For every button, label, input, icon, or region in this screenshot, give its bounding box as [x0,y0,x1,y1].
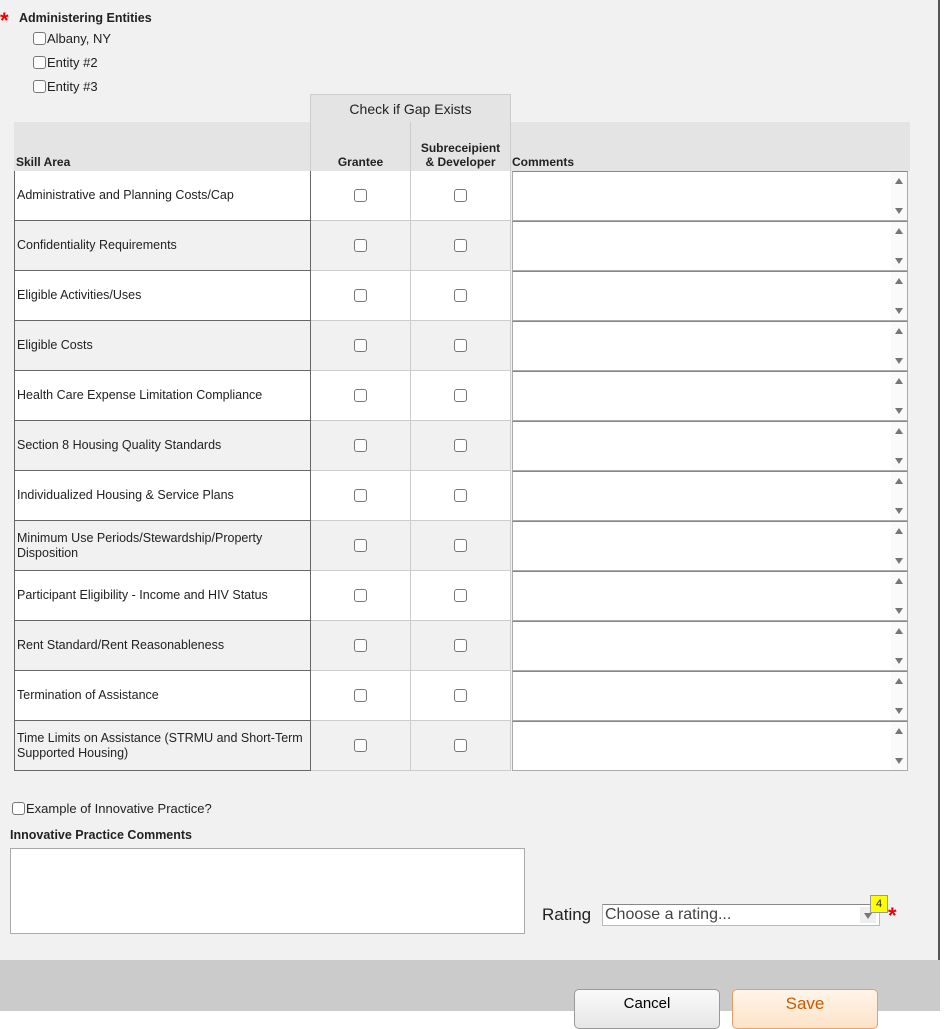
skill-area-cell: Individualized Housing & Service Plans [14,471,311,521]
skill-area-cell: Eligible Activities/Uses [14,271,311,321]
comments-textarea[interactable] [512,621,908,671]
innovative-comments-label: Innovative Practice Comments [10,828,193,842]
skill-area-cell: Time Limits on Assistance (STRMU and Sho… [14,721,311,771]
comments-textarea[interactable] [512,171,908,221]
comments-textarea[interactable] [512,721,908,771]
entity-checkbox[interactable]: Entity #3 [33,79,98,94]
scrollbar[interactable] [891,272,907,320]
header-comments: Comments [512,155,575,169]
skill-area-cell: Participant Eligibility - Income and HIV… [14,571,311,621]
grantee-checkbox[interactable] [354,289,367,302]
table-row: Participant Eligibility - Income and HIV… [14,571,910,621]
skill-area-cell: Administrative and Planning Costs/Cap [14,171,311,221]
scrollbar[interactable] [891,572,907,620]
comments-textarea[interactable] [512,371,908,421]
subrecipient-checkbox[interactable] [454,689,467,702]
subrecipient-checkbox[interactable] [454,389,467,402]
rating-placeholder: Choose a rating... [605,906,732,923]
scrollbar[interactable] [891,322,907,370]
entity-label: Albany, NY [47,31,112,46]
comments-textarea[interactable] [512,421,908,471]
scrollbar[interactable] [891,722,907,770]
table-row: Minimum Use Periods/Stewardship/Property… [14,521,910,571]
scrollbar[interactable] [891,472,907,520]
comments-textarea[interactable] [512,321,908,371]
innovative-practice-checkbox[interactable]: Example of Innovative Practice? [12,801,212,816]
table-row: Health Care Expense Limitation Complianc… [14,371,910,421]
innovative-comments-textarea[interactable] [10,848,525,934]
scrollbar[interactable] [891,172,907,220]
grantee-checkbox[interactable] [354,389,367,402]
gap-group-header: Check if Gap Exists [310,94,511,122]
grantee-checkbox[interactable] [354,589,367,602]
comments-textarea[interactable] [512,571,908,621]
entity-label: Entity #2 [47,55,98,70]
entity-checkbox[interactable]: Albany, NY [33,31,111,46]
innovative-practice-label: Example of Innovative Practice? [26,801,212,816]
table-row: Administrative and Planning Costs/Cap [14,171,910,221]
table-row: Rent Standard/Rent Reasonableness [14,621,910,671]
scrollbar[interactable] [891,672,907,720]
skill-area-cell: Confidentiality Requirements [14,221,311,271]
comments-textarea[interactable] [512,471,908,521]
skill-area-cell: Minimum Use Periods/Stewardship/Property… [14,521,311,571]
grantee-checkbox[interactable] [354,639,367,652]
subrecipient-checkbox[interactable] [454,239,467,252]
comments-textarea[interactable] [512,671,908,721]
rating-select[interactable]: Choose a rating... [602,904,880,926]
table-row: Time Limits on Assistance (STRMU and Sho… [14,721,910,771]
entities-label: Administering Entities [19,11,152,25]
required-asterisk-icon: * [0,8,9,33]
comments-textarea[interactable] [512,271,908,321]
cancel-button[interactable]: Cancel [574,989,720,1029]
subrecipient-checkbox[interactable] [454,439,467,452]
skill-area-cell: Section 8 Housing Quality Standards [14,421,311,471]
save-button[interactable]: Save [732,989,878,1029]
table-row: Termination of Assistance [14,671,910,721]
table-row: Eligible Activities/Uses [14,271,910,321]
skill-area-cell: Rent Standard/Rent Reasonableness [14,621,311,671]
subrecipient-checkbox[interactable] [454,539,467,552]
scrollbar[interactable] [891,222,907,270]
subrecipient-checkbox[interactable] [454,289,467,302]
rating-badge: 4 [870,895,888,913]
comments-textarea[interactable] [512,521,908,571]
skill-area-cell: Health Care Expense Limitation Complianc… [14,371,311,421]
subrecipient-checkbox[interactable] [454,339,467,352]
table-row: Section 8 Housing Quality Standards [14,421,910,471]
subrecipient-checkbox[interactable] [454,189,467,202]
grantee-checkbox[interactable] [354,539,367,552]
subrecipient-checkbox[interactable] [454,639,467,652]
subrecipient-checkbox[interactable] [454,739,467,752]
header-skill-area: Skill Area [16,155,71,169]
grantee-checkbox[interactable] [354,489,367,502]
comments-textarea[interactable] [512,221,908,271]
header-grantee: Grantee [310,122,411,171]
required-asterisk-icon: * [888,903,897,928]
grantee-checkbox[interactable] [354,439,367,452]
table-header: Skill Area Grantee Subreceipient & Devel… [14,122,910,171]
grantee-checkbox[interactable] [354,189,367,202]
scrollbar[interactable] [891,422,907,470]
grantee-checkbox[interactable] [354,739,367,752]
table-row: Individualized Housing & Service Plans [14,471,910,521]
table-row: Eligible Costs [14,321,910,371]
entity-checkbox[interactable]: Entity #2 [33,55,98,70]
scrollbar[interactable] [891,522,907,570]
skill-area-cell: Eligible Costs [14,321,311,371]
skill-area-cell: Termination of Assistance [14,671,311,721]
header-subrecipient: Subreceipient & Developer [411,122,511,171]
scrollbar[interactable] [891,622,907,670]
scrollbar[interactable] [891,372,907,420]
grantee-checkbox[interactable] [354,239,367,252]
rating-label: Rating [542,905,592,924]
subrecipient-checkbox[interactable] [454,489,467,502]
grantee-checkbox[interactable] [354,689,367,702]
grantee-checkbox[interactable] [354,339,367,352]
footer-bar: Cancel Save [0,960,940,1029]
subrecipient-checkbox[interactable] [454,589,467,602]
entity-label: Entity #3 [47,79,98,94]
table-row: Confidentiality Requirements [14,221,910,271]
